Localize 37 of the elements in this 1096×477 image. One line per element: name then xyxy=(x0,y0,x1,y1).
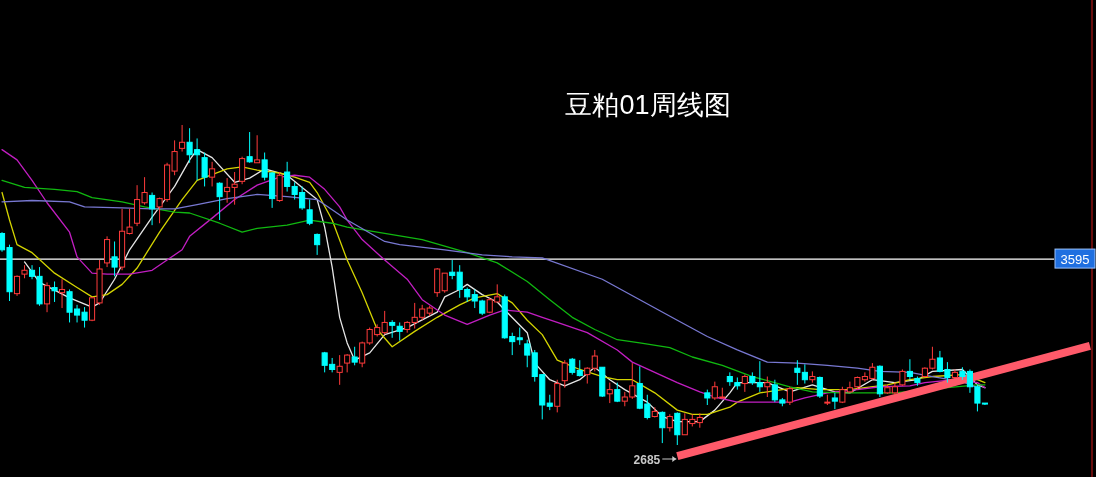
candlestick xyxy=(239,156,246,185)
candlestick xyxy=(314,232,321,256)
candlestick xyxy=(434,267,441,298)
candlestick xyxy=(149,192,156,226)
candlestick xyxy=(659,410,666,444)
candlestick xyxy=(606,382,613,404)
candlestick xyxy=(201,152,208,187)
candlestick xyxy=(449,259,456,280)
candlestick xyxy=(764,376,771,398)
candlestick xyxy=(591,349,598,372)
candlestick xyxy=(13,274,21,297)
text: 2685 xyxy=(633,453,661,467)
candlestick xyxy=(209,161,216,187)
annotation: 3595 xyxy=(1060,252,1090,268)
candlestick xyxy=(306,199,313,226)
candlestick xyxy=(344,353,351,373)
candlestick xyxy=(43,281,51,313)
candlestick xyxy=(441,272,448,294)
candlestick xyxy=(561,359,568,389)
candlestick xyxy=(674,411,681,446)
candlestick xyxy=(831,392,838,410)
candlestick xyxy=(524,339,531,368)
candlestick xyxy=(254,134,261,164)
candlestick xyxy=(216,181,223,221)
candlestick xyxy=(554,379,561,413)
candlestick xyxy=(906,358,913,381)
chart-title: 豆粕01周线图 xyxy=(565,90,731,120)
candlestick xyxy=(396,321,403,342)
candlestick xyxy=(786,386,793,406)
candlestick xyxy=(111,240,118,277)
candlestick xyxy=(246,131,253,164)
candlestick xyxy=(336,354,343,386)
candlestick xyxy=(59,278,66,309)
candlestick xyxy=(351,346,358,366)
candlestick xyxy=(104,235,111,268)
candlestick xyxy=(51,280,58,303)
candlestick xyxy=(179,124,186,153)
